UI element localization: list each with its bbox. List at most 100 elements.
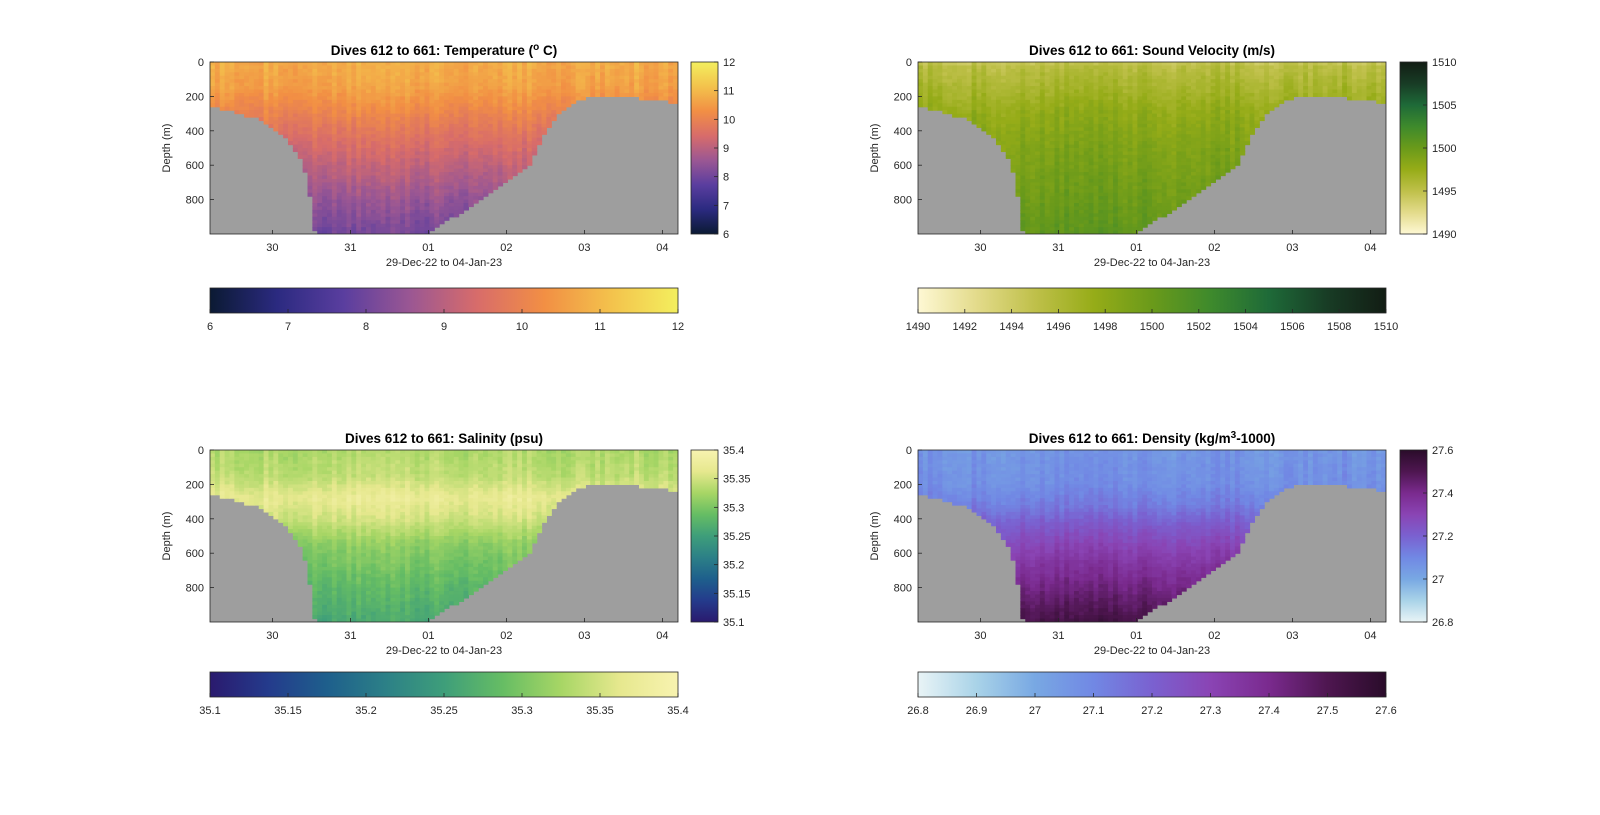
heatmap-cell xyxy=(1176,65,1182,70)
heatmap-cell xyxy=(448,89,455,94)
heatmap-cell xyxy=(492,65,499,70)
heatmap-cell xyxy=(468,62,474,67)
heatmap-cell xyxy=(1039,120,1046,125)
heatmap-cell xyxy=(1147,154,1153,159)
heatmap-cell xyxy=(473,137,479,142)
heatmap-cell xyxy=(1117,199,1124,204)
heatmap-cell xyxy=(1069,65,1075,70)
heatmap-cell xyxy=(1166,203,1173,208)
heatmap-cell xyxy=(531,68,538,73)
heatmap-cell xyxy=(512,65,518,70)
heatmap-cell xyxy=(444,75,450,80)
heatmap-cell xyxy=(283,130,289,135)
heatmap-cell xyxy=(370,154,377,159)
heatmap-cell xyxy=(497,172,504,177)
heatmap-cell xyxy=(918,96,924,101)
heatmap-cell xyxy=(312,148,318,153)
heatmap-cell xyxy=(346,220,352,225)
heatmap-cell xyxy=(1054,113,1060,118)
heatmap-cell xyxy=(375,182,382,187)
heatmap-cell xyxy=(322,148,328,153)
heatmap-cell xyxy=(1000,103,1007,108)
heatmap-cell xyxy=(390,120,396,125)
heatmap-cell xyxy=(307,158,313,163)
heatmap-cell xyxy=(390,172,396,177)
heatmap-cell xyxy=(1156,175,1163,180)
heatmap-cell xyxy=(947,89,953,94)
heatmap-cell xyxy=(1142,144,1148,149)
heatmap-cell xyxy=(1127,182,1134,187)
heatmap-cell xyxy=(1103,86,1109,91)
heatmap-cell xyxy=(341,82,348,87)
heatmap-cell xyxy=(424,209,430,214)
heatmap-cell xyxy=(453,137,460,142)
heatmap-cell xyxy=(458,82,465,87)
heatmap-cell xyxy=(536,75,543,80)
heatmap-cell xyxy=(341,182,348,187)
heatmap-cell xyxy=(1035,158,1041,163)
heatmap-cell xyxy=(673,75,678,80)
heatmap-cell xyxy=(1059,192,1065,197)
heatmap-cell xyxy=(1078,79,1085,84)
heatmap-cell xyxy=(1142,182,1148,187)
heatmap-cell xyxy=(244,72,250,77)
heatmap-cell xyxy=(1171,134,1177,139)
heatmap-cell xyxy=(390,144,396,149)
heatmap-cell xyxy=(1103,178,1109,183)
heatmap-cell xyxy=(1137,213,1143,218)
heatmap-cell xyxy=(1108,189,1114,194)
heatmap-cell xyxy=(1078,189,1085,194)
heatmap-cell xyxy=(312,182,318,187)
heatmap-cell xyxy=(439,220,445,225)
heatmap-cell xyxy=(1010,148,1017,153)
heatmap-cell xyxy=(453,148,460,153)
heatmap-cell xyxy=(390,165,396,170)
heatmap-cell xyxy=(1064,227,1070,232)
heatmap-cell xyxy=(453,62,460,67)
heatmap-cell xyxy=(932,72,939,77)
heatmap-cell xyxy=(341,227,348,232)
heatmap-cell xyxy=(492,137,499,142)
heatmap-cell xyxy=(1117,134,1124,139)
heatmap-cell xyxy=(1117,203,1124,208)
heatmap-cell xyxy=(497,161,504,166)
heatmap-cell xyxy=(497,148,504,153)
heatmap-cell xyxy=(336,206,343,211)
heatmap-cell xyxy=(366,175,372,180)
heatmap-cell xyxy=(522,141,528,146)
heatmap-cell xyxy=(1113,86,1119,91)
heatmap-cell xyxy=(395,127,401,132)
heatmap-cell xyxy=(370,206,377,211)
heatmap-cell xyxy=(463,62,469,67)
heatmap-cell xyxy=(1069,223,1075,228)
heatmap-cell xyxy=(1074,223,1080,228)
heatmap-cell xyxy=(531,151,538,156)
heatmap-cell xyxy=(1161,206,1168,211)
heatmap-cell xyxy=(1069,127,1075,132)
heatmap-cell xyxy=(424,165,430,170)
heatmap-cell xyxy=(409,148,416,153)
heatmap-cell xyxy=(453,72,460,77)
heatmap-cell xyxy=(400,175,406,180)
heatmap-cell xyxy=(375,209,382,214)
heatmap-cell xyxy=(448,113,455,118)
heatmap-cell xyxy=(346,158,352,163)
heatmap-cell xyxy=(409,65,416,70)
heatmap-cell xyxy=(1044,161,1051,166)
x-tick-label: 04 xyxy=(656,242,668,254)
heatmap-cell xyxy=(1166,130,1173,135)
heatmap-cell xyxy=(1113,175,1119,180)
heatmap-cell xyxy=(1176,99,1182,104)
heatmap-cell xyxy=(1020,113,1026,118)
heatmap-cell xyxy=(1059,99,1065,104)
heatmap-cell xyxy=(1035,151,1041,156)
heatmap-cell xyxy=(292,82,299,87)
heatmap-cell xyxy=(492,141,499,146)
heatmap-cell xyxy=(517,82,523,87)
heatmap-cell xyxy=(1010,151,1017,156)
heatmap-cell xyxy=(663,65,669,70)
heatmap-cell xyxy=(302,168,309,173)
heatmap-cell xyxy=(473,117,479,122)
heatmap-cell xyxy=(366,220,372,225)
heatmap-cell xyxy=(1083,127,1090,132)
